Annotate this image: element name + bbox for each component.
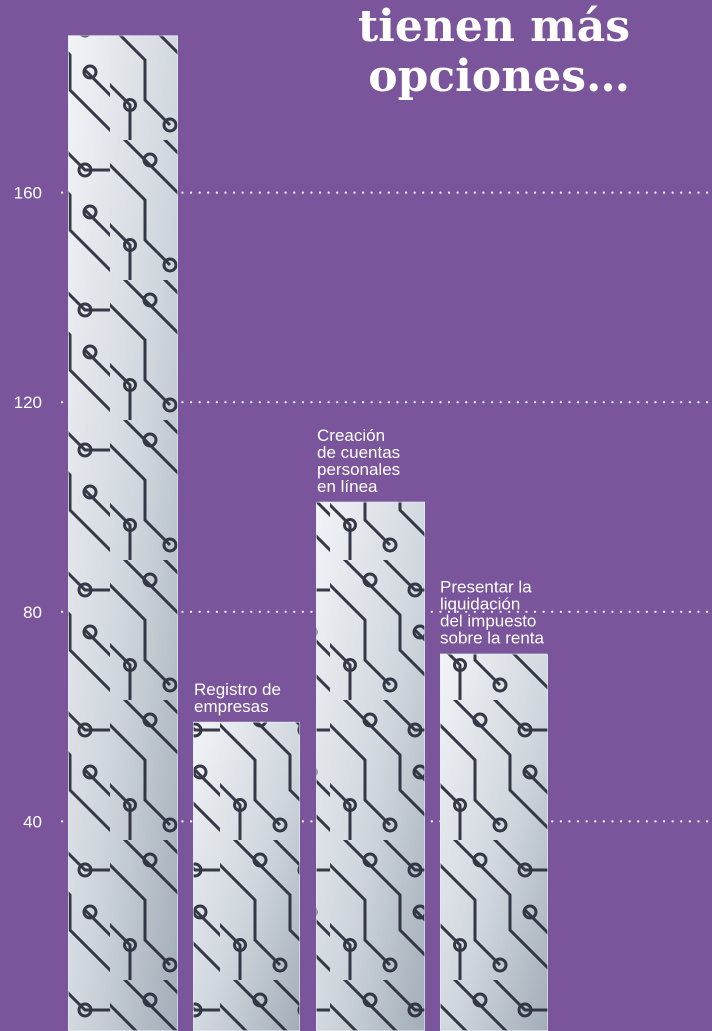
bar-2-pattern	[193, 721, 300, 1031]
bar-3-label-line: en línea	[317, 477, 378, 496]
bar-3-pattern	[316, 501, 425, 1031]
bar-3-label-line: de cuentas	[317, 443, 400, 462]
y-tick-label-120: 120	[14, 393, 42, 412]
bar-3-label: Creación de cuentas personales en línea	[317, 426, 400, 496]
bar-2-label: Registro de empresas	[194, 680, 281, 716]
y-tick-label-40: 40	[23, 812, 42, 831]
bar-4-label-line: del impuesto	[440, 612, 536, 631]
chart-title: tienen más opciones…	[300, 2, 630, 102]
labels: 40 80 120 160 Registro de empresas Creación de …	[14, 184, 545, 832]
bar-4-label-line: Presentar la	[440, 578, 532, 597]
bars	[68, 35, 548, 1031]
y-tick-label-160: 160	[14, 184, 42, 203]
bar-4-label-line: sobre la renta	[440, 629, 544, 648]
bar-1-pattern	[68, 35, 178, 1031]
bar-4-pattern	[440, 653, 548, 1031]
bar-2-label-line: Registro de	[194, 680, 281, 699]
bar-4-label-line: liquidación	[440, 595, 520, 614]
title-line-2: opciones…	[368, 51, 630, 102]
y-tick-label-80: 80	[23, 603, 42, 622]
bar-4-label: Presentar la liquidación del impuesto sobre…	[440, 578, 544, 648]
bar-2-label-line: empresas	[194, 697, 269, 716]
bar-3-label-line: Creación	[317, 426, 385, 445]
title-line-1: tienen más	[357, 1, 630, 52]
bar-3-label-line: personales	[317, 460, 400, 479]
